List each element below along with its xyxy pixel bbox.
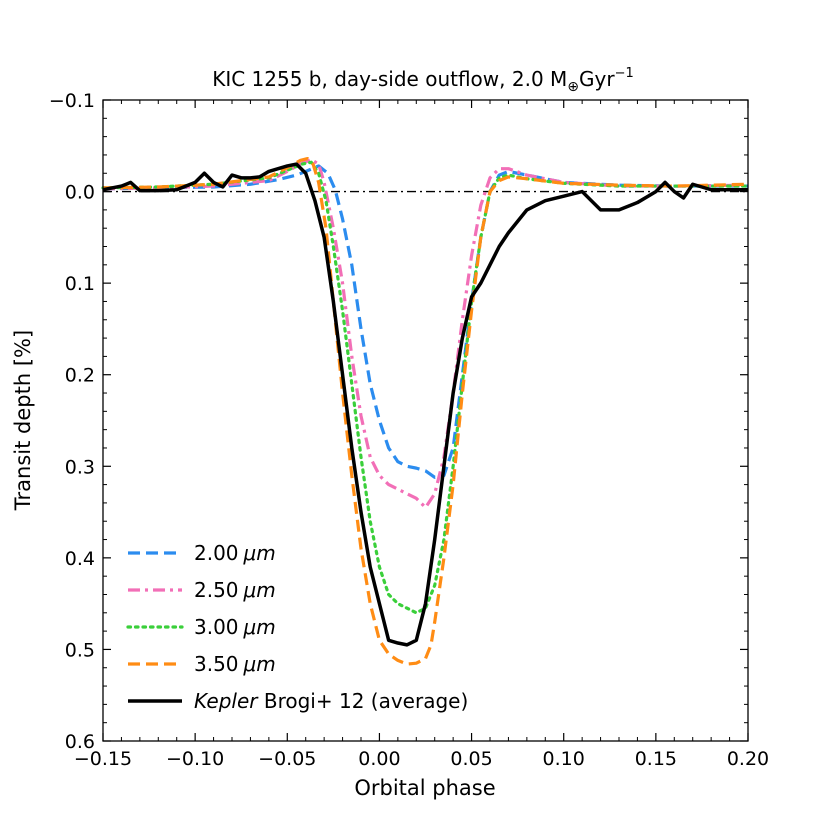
y-tick-label: 0.2 <box>65 365 95 387</box>
legend-label-3.50um: 3.50 μm <box>194 652 276 676</box>
y-tick-label: −0.1 <box>49 90 95 112</box>
legend-label-3.00um: 3.00 μm <box>194 615 276 639</box>
tick-layer: −0.15 −0.10 −0.05 0.00 0.05 0.10 0.15 0.20 −0.1 0… <box>49 90 769 770</box>
x-tick-label: 0.05 <box>450 748 492 770</box>
x-tick-label: 0.00 <box>358 748 400 770</box>
legend-value-2.00um: 2.00 <box>194 541 239 565</box>
axes-frame <box>102 99 749 742</box>
chart-title-unit: Gyr <box>579 67 615 91</box>
plot-layer <box>101 157 750 666</box>
series-line-4 <box>102 162 748 647</box>
x-axis-label: Orbital phase <box>354 776 495 800</box>
x-tick-label: 0.15 <box>635 748 677 770</box>
series-line-1 <box>102 157 749 510</box>
legend-unit-2.00um: μm <box>243 541 276 565</box>
series-line-2 <box>101 160 750 615</box>
legend-unit-3.00um: μm <box>243 615 276 639</box>
y-tick-label: 0.3 <box>65 456 95 478</box>
legend-value-2.50um: 2.50 <box>194 578 239 602</box>
legend-value-3.50um: 3.50 <box>194 652 239 676</box>
series-line-0 <box>102 164 748 479</box>
legend-unit-2.50um: μm <box>243 578 276 602</box>
x-tick-label: −0.15 <box>74 748 132 770</box>
legend: 2.00 μm 2.50 μm 3.00 μm 3.50 μm Kepler Brogi… <box>126 541 468 713</box>
y-axis-label: Transit depth [%] <box>11 330 35 511</box>
chart-title-subscript: ⊕ <box>567 79 579 95</box>
x-tick-label: 0.20 <box>727 748 769 770</box>
legend-label-kepler: Kepler Brogi+ 12 (average) <box>194 689 468 713</box>
x-tick-label: −0.10 <box>166 748 224 770</box>
legend-label-2.50um: 2.50 μm <box>194 578 276 602</box>
legend-kepler-rest: Brogi+ 12 (average) <box>258 689 469 713</box>
chart-title: KIC 1255 b, day-side outflow, 2.0 M⊕Gyr−… <box>212 66 634 95</box>
x-tick-label: 0.10 <box>543 748 585 770</box>
x-tick-label: −0.05 <box>258 748 316 770</box>
y-tick-label: 0.0 <box>65 182 95 204</box>
y-tick-label: 0.4 <box>65 548 95 570</box>
y-tick-label: 0.5 <box>65 639 95 661</box>
series-line-3 <box>102 157 749 666</box>
legend-label-2.00um: 2.00 μm <box>194 541 276 565</box>
chart-title-main: KIC 1255 b, day-side outflow, 2.0 M <box>212 67 567 91</box>
y-tick-label: 0.1 <box>65 273 95 295</box>
chart-title-superscript: −1 <box>615 66 634 81</box>
legend-unit-3.50um: μm <box>243 652 276 676</box>
legend-kepler-italic: Kepler <box>194 689 259 713</box>
legend-value-3.00um: 3.00 <box>194 615 239 639</box>
y-tick-label: 0.6 <box>65 731 95 753</box>
